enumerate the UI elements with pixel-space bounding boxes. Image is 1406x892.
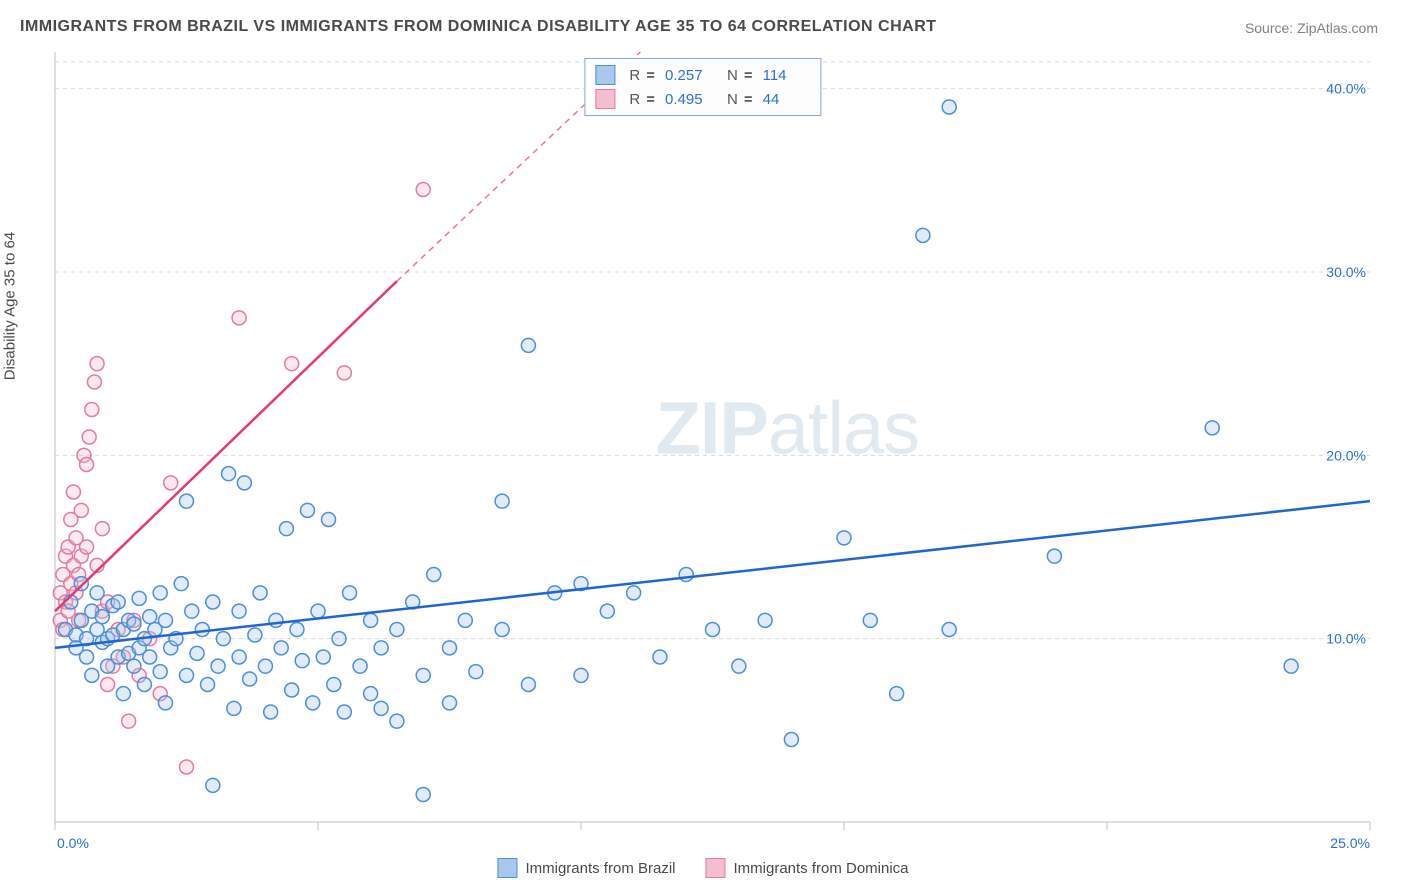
swatch-brazil: [595, 65, 615, 85]
n-label: N: [727, 67, 738, 84]
swatch-brazil-bottom: [497, 858, 517, 878]
r-value-brazil: 0.257: [665, 67, 713, 84]
n-value-dominica: 44: [763, 91, 811, 108]
svg-text:30.0%: 30.0%: [1326, 264, 1366, 280]
legend-item-brazil: Immigrants from Brazil: [497, 858, 675, 878]
svg-text:25.0%: 25.0%: [1330, 835, 1370, 851]
y-axis-label: Disability Age 35 to 64: [2, 232, 19, 380]
source-label: Source: ZipAtlas.com: [1245, 20, 1378, 36]
legend-label-brazil: Immigrants from Brazil: [525, 860, 675, 877]
r-value-dominica: 0.495: [665, 91, 713, 108]
stats-row-dominica: R= 0.495 N= 44: [595, 87, 810, 111]
svg-text:40.0%: 40.0%: [1326, 81, 1366, 97]
svg-text:20.0%: 20.0%: [1326, 447, 1366, 463]
chart-title: IMMIGRANTS FROM BRAZIL VS IMMIGRANTS FRO…: [20, 18, 937, 36]
n-value-brazil: 114: [763, 67, 811, 84]
scatter-chart: 10.0% 20.0% 30.0% 40.0% 0.0% 25.0%: [0, 0, 1406, 892]
n-label: N: [727, 91, 738, 108]
svg-text:10.0%: 10.0%: [1326, 631, 1366, 647]
bottom-legend: Immigrants from Brazil Immigrants from D…: [497, 858, 908, 878]
swatch-dominica-bottom: [705, 858, 725, 878]
swatch-dominica: [595, 89, 615, 109]
stats-legend: R= 0.257 N= 114 R= 0.495 N= 44: [584, 58, 821, 116]
legend-item-dominica: Immigrants from Dominica: [705, 858, 908, 878]
svg-text:0.0%: 0.0%: [57, 835, 89, 851]
r-label: R: [629, 67, 640, 84]
legend-label-dominica: Immigrants from Dominica: [733, 860, 908, 877]
r-label: R: [629, 91, 640, 108]
stats-row-brazil: R= 0.257 N= 114: [595, 63, 810, 87]
